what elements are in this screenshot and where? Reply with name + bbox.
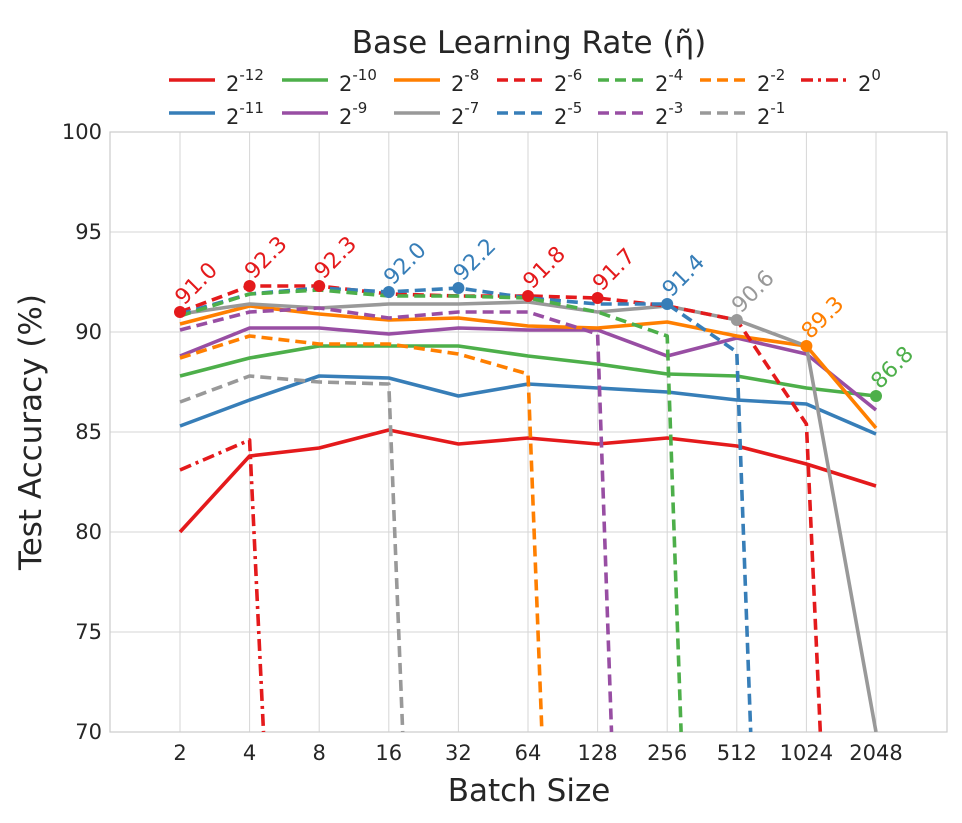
plot-frame [109,131,948,733]
y-tick-label: 80 [75,520,102,544]
legend-exponent: -12 [239,66,264,84]
legend-label: 2-8 [451,66,479,96]
legend-item-2-8: 2-8 [394,66,479,96]
series-line-2-8 [179,304,878,430]
legend-item-2-7: 2-7 [394,99,479,129]
legend-exponent: -3 [668,99,683,117]
best-point-marker [661,298,674,310]
best-point-marker [522,290,534,302]
y-tick-labels: 70 75 80 85 90 95 100 [62,120,102,744]
series-line-20 [179,438,266,732]
x-tick-labels: 2 4 8 16 32 64 128 256 512 1024 2048 [173,741,902,765]
legend-label: 2-12 [226,66,264,96]
y-tick-label: 100 [62,120,102,144]
legend-label: 2-5 [554,99,582,129]
best-point-marker [174,306,186,318]
best-point-label: 90.6 [727,266,779,318]
legend-label: 2-4 [655,66,683,96]
best-point-marker [800,340,813,352]
legend-label: 2-6 [554,66,582,96]
legend-exponent: -10 [352,66,377,84]
legend-exponent: -4 [668,66,683,84]
legend-label: 2-3 [655,99,683,129]
x-tick-label: 64 [515,741,542,765]
legend-item-2-2: 2-2 [700,66,785,96]
series-line-2-9 [179,326,878,412]
x-tick-label: 32 [445,741,472,765]
legend-item-2-6: 2-6 [497,66,582,96]
best-point-marker [870,390,882,402]
best-point-label: 92.2 [449,234,501,286]
legend-item-2-1: 2-1 [700,99,785,129]
x-tick-label: 2048 [849,741,902,765]
y-tick-label: 70 [75,720,102,744]
y-tick-label: 75 [75,620,102,644]
legend-label: 2-9 [339,99,367,129]
best-point-marker [313,280,326,292]
legend-label: 2-10 [339,66,377,96]
series-line-2-4 [179,288,683,732]
y-tick-label: 90 [75,320,102,344]
legend-exponent: -2 [770,66,785,84]
legend-item-2-12: 2-12 [169,66,264,96]
y-axis-label: Test Accuracy (%) [13,294,49,571]
best-point-label: 89.3 [797,292,849,344]
best-point-marker [452,282,465,294]
x-tick-label: 2 [173,741,186,765]
x-tick-label: 1024 [780,741,833,765]
series-line-2-12 [178,428,877,534]
x-axis-label: Batch Size [448,773,611,809]
legend-exponent: -5 [567,99,582,117]
best-point-label: 91.4 [658,250,710,302]
best-point-label: 91.8 [519,242,571,294]
x-tick-label: 16 [375,741,402,765]
legend-label: 2-7 [451,99,479,129]
x-tick-label: 512 [717,741,757,765]
best-point-label: 92.3 [310,232,362,284]
legend-label: 2-1 [757,99,785,129]
best-point-label: 92.0 [379,238,431,290]
x-tick-label: 128 [578,741,618,765]
series-line-2-3 [179,306,614,732]
best-point-label: 91.7 [588,244,640,296]
legend-label: 20 [858,66,881,96]
legend-item-2-11: 2-11 [169,99,264,129]
best-point-label: 86.8 [867,342,919,394]
legend-item-20: 20 [801,66,881,96]
x-tick-label: 8 [313,741,326,765]
legend-exponent: -9 [352,99,367,117]
legend-exponent: -11 [239,99,264,117]
legend-label: 2-11 [226,99,264,129]
best-point-marker [591,292,604,304]
series-line-2-1 [179,374,405,732]
legend-item-2-10: 2-10 [282,66,377,96]
series-line-2-6 [179,284,823,732]
legend-item-2-4: 2-4 [598,66,683,96]
legend-exponent: -1 [770,99,785,117]
legend-label: 2-2 [757,66,785,96]
series-line-2-10 [179,344,877,398]
legend: 2-122-11 2-10 2-9 2-8 2-7 2-6 2-5 2-4 2-3 2-2 2-1 2… [169,66,881,129]
legend-item-2-9: 2-9 [282,99,367,129]
best-point-marker [382,286,395,298]
legend-exponent: -7 [464,99,479,117]
legend-exponent: -8 [464,66,479,84]
legend-exponent: -6 [567,66,582,84]
legend-title: Base Learning Rate (η̃) [352,25,707,61]
legend-item-2-3: 2-3 [598,99,683,129]
legend-exponent: 0 [871,66,881,84]
best-point-marker [243,280,256,292]
x-tick-label: 4 [243,741,256,765]
best-point-marker [730,314,743,326]
x-tick-label: 256 [647,741,687,765]
legend-item-2-5: 2-5 [497,99,582,129]
y-tick-label: 85 [75,420,102,444]
best-point-label: 92.3 [240,232,292,284]
series-line-2-2 [179,334,544,732]
y-tick-label: 95 [75,220,102,244]
